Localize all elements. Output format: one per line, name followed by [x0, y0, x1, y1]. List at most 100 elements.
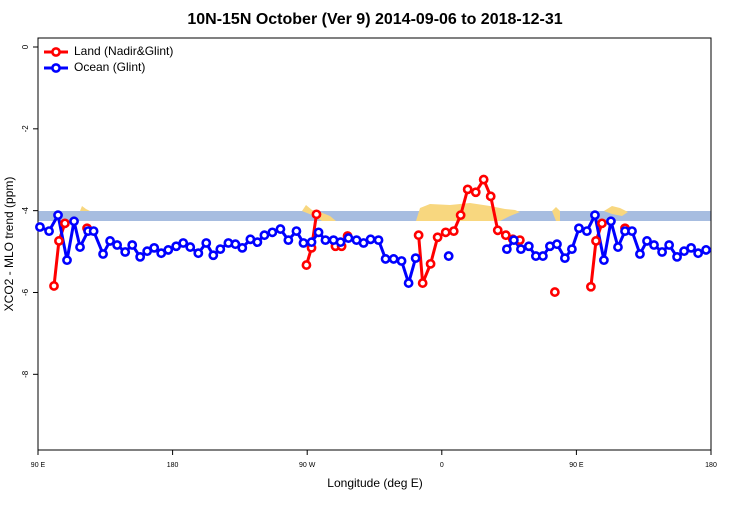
data-point — [485, 191, 496, 202]
data-point — [417, 278, 428, 288]
data-point — [313, 227, 324, 238]
data-point — [440, 227, 451, 238]
y-tick-label: -6 — [21, 288, 30, 296]
y-axis-label: XCO2 - MLO trend (ppm) — [2, 177, 16, 312]
data-point — [201, 238, 212, 248]
data-point — [523, 241, 534, 252]
x-tick-label: 90 W — [299, 462, 316, 469]
data-point — [549, 287, 560, 297]
data-point — [163, 245, 174, 255]
data-point — [120, 247, 131, 257]
data-point — [365, 234, 376, 245]
data-point — [44, 226, 54, 237]
data-point — [559, 253, 570, 264]
data-point — [358, 238, 369, 248]
data-point — [627, 226, 637, 237]
chart-title: 10N-15N October (Ver 9) 2014-09-06 to 20… — [187, 11, 562, 28]
data-point — [60, 218, 70, 229]
data-point — [49, 281, 59, 291]
data-point — [516, 244, 526, 255]
data-point — [306, 237, 317, 248]
data-point — [343, 233, 354, 243]
land-patch — [552, 207, 560, 221]
data-point — [413, 230, 424, 241]
data-point — [597, 218, 607, 229]
data-point — [69, 216, 79, 227]
data-point — [259, 230, 270, 241]
x-axis-label: Longitude (deg E) — [327, 476, 422, 490]
data-point — [462, 184, 473, 195]
data-point — [590, 210, 600, 221]
data-point — [335, 237, 346, 248]
data-point — [581, 226, 592, 237]
data-point — [283, 235, 294, 246]
data-point — [373, 235, 384, 246]
data-point — [135, 251, 146, 262]
land-patch — [416, 203, 520, 221]
data-point — [657, 247, 667, 257]
x-tick-label: 90 E — [31, 462, 46, 469]
data-point — [432, 232, 443, 243]
data-point — [252, 237, 263, 248]
data-point — [215, 244, 226, 255]
legend-label: Ocean (Glint) — [74, 60, 145, 74]
land-patch — [604, 206, 628, 216]
data-point — [686, 242, 697, 253]
data-point — [208, 250, 219, 261]
x-tick-label: 180 — [167, 462, 179, 469]
data-point — [693, 248, 704, 259]
data-point — [567, 244, 577, 255]
data-point — [388, 254, 399, 264]
data-point — [320, 235, 331, 246]
data-point — [62, 255, 72, 266]
data-point — [75, 242, 85, 252]
data-point — [478, 174, 489, 185]
data-point — [275, 224, 286, 234]
data-point — [552, 239, 562, 250]
data-point — [606, 216, 616, 227]
data-point — [492, 225, 503, 236]
data-point — [178, 238, 189, 248]
ocean-band — [38, 211, 711, 221]
data-point — [501, 244, 512, 255]
data-point — [642, 236, 652, 246]
data-point — [298, 238, 309, 248]
y-tick-label: -4 — [21, 207, 30, 215]
land-patch — [80, 206, 90, 211]
data-point — [403, 278, 414, 288]
data-point — [291, 226, 302, 237]
data-point — [54, 236, 64, 246]
y-tick-label: 0 — [21, 44, 30, 49]
data-point — [635, 249, 645, 259]
data-point — [649, 240, 659, 250]
x-tick-label: 180 — [705, 462, 717, 469]
data-point — [396, 256, 407, 266]
data-point — [672, 251, 682, 262]
data-point — [574, 223, 584, 234]
legend-marker — [51, 63, 61, 73]
data-point — [267, 227, 278, 238]
data-point — [537, 251, 548, 261]
data-point — [591, 236, 601, 246]
data-point — [149, 242, 160, 253]
data-point — [410, 253, 421, 264]
data-point — [599, 255, 609, 266]
series-line — [54, 180, 625, 287]
legend-marker — [51, 47, 61, 57]
y-tick-label: -8 — [21, 370, 30, 378]
data-point — [301, 260, 312, 270]
data-point — [88, 226, 99, 237]
x-tick-label: 90 E — [569, 462, 584, 469]
data-point — [53, 210, 63, 221]
data-point — [98, 249, 108, 259]
data-point — [105, 236, 115, 246]
data-point — [380, 254, 391, 264]
legend: Land (Nadir&Glint) Ocean (Glint) — [44, 44, 173, 74]
data-point — [448, 226, 459, 237]
data-point — [586, 281, 596, 292]
data-point — [500, 230, 511, 241]
y-tick-label: -2 — [21, 125, 30, 133]
data-point — [230, 239, 241, 250]
data-point — [237, 242, 248, 253]
